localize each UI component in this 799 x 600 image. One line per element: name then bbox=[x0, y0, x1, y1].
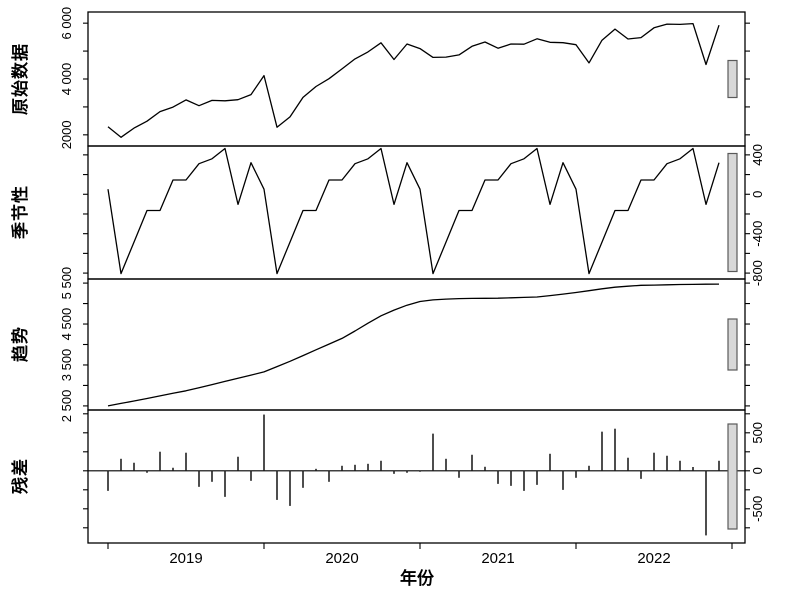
panel-frame-seasonal bbox=[87, 145, 746, 280]
panel-frame-observed bbox=[87, 11, 746, 147]
tick-label: -500 bbox=[750, 496, 765, 522]
panel-title-observed: 原始数据 bbox=[11, 43, 30, 115]
scale-bar-residual bbox=[727, 423, 738, 530]
tick-label: 6 000 bbox=[59, 7, 74, 40]
observed-line bbox=[107, 22, 720, 138]
tick-label: -400 bbox=[750, 221, 765, 247]
tick-label: 4 000 bbox=[59, 63, 74, 96]
tick-label: 400 bbox=[750, 144, 765, 166]
tick-label: 2000 bbox=[59, 120, 74, 149]
x-axis-title: 年份 bbox=[400, 569, 434, 588]
tick-label: 2020 bbox=[325, 550, 358, 567]
scale-bar-observed bbox=[727, 59, 738, 99]
panel-title-residual: 残差 bbox=[11, 458, 30, 494]
tick-label: 2021 bbox=[481, 550, 514, 567]
tick-label: 2 500 bbox=[59, 390, 74, 423]
tick-label: 4 500 bbox=[59, 308, 74, 341]
tick-label: 2022 bbox=[637, 550, 670, 567]
trend-line bbox=[107, 283, 720, 407]
tick-label: 0 bbox=[750, 191, 765, 198]
tick-label: 3 500 bbox=[59, 349, 74, 382]
tick-label: 2019 bbox=[169, 550, 202, 567]
scale-bar-seasonal bbox=[727, 152, 738, 273]
tick-label: -800 bbox=[750, 260, 765, 286]
seasonal-line bbox=[107, 147, 720, 275]
panel-frame-residual bbox=[87, 409, 746, 544]
tick-label: 5 500 bbox=[59, 267, 74, 300]
tick-label: 0 bbox=[750, 467, 765, 474]
tick-label: 500 bbox=[750, 422, 765, 444]
panel-title-trend: 趋势 bbox=[11, 326, 30, 362]
scale-bar-trend bbox=[727, 318, 738, 371]
panel-title-seasonal: 季节性 bbox=[11, 185, 30, 239]
